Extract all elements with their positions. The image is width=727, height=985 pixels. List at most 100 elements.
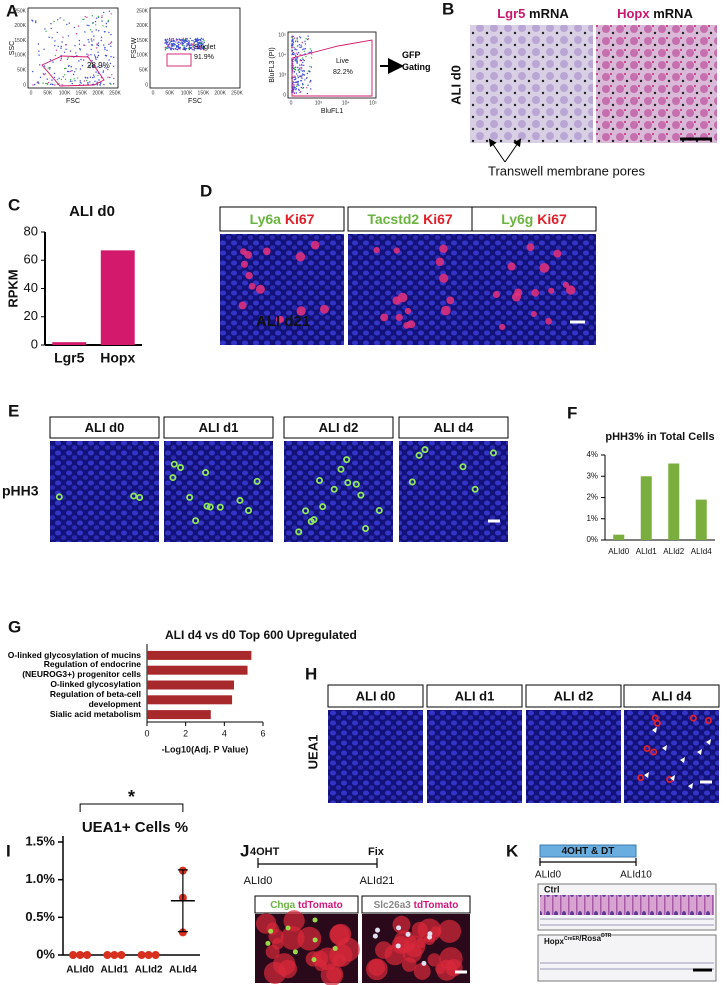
micrograph bbox=[427, 710, 522, 803]
event-dot bbox=[71, 83, 74, 85]
y-tick-label: 0.5% bbox=[25, 909, 55, 924]
x-tick-label: ALId0 bbox=[608, 547, 629, 556]
event-dot bbox=[298, 68, 300, 70]
micrograph bbox=[328, 710, 423, 803]
event-dot bbox=[39, 64, 41, 66]
bar bbox=[147, 650, 252, 660]
header: ALI d0 bbox=[356, 688, 396, 703]
header-box bbox=[426, 684, 523, 708]
stained-cell bbox=[637, 774, 645, 782]
flow-tick: 0 bbox=[30, 90, 33, 96]
event-dot bbox=[49, 66, 51, 69]
event-dot bbox=[177, 42, 179, 44]
event-dot bbox=[78, 43, 81, 45]
event-dot bbox=[292, 41, 295, 43]
event-dot bbox=[186, 43, 188, 45]
flow-tick: 250K bbox=[136, 8, 148, 14]
stained-cell bbox=[245, 271, 253, 280]
event-dot bbox=[171, 38, 173, 40]
event-dot bbox=[52, 83, 54, 86]
event-dot bbox=[35, 21, 37, 24]
event-dot bbox=[67, 57, 70, 59]
event-dot bbox=[175, 41, 177, 43]
event-dot bbox=[170, 48, 172, 51]
event-dot bbox=[302, 83, 304, 86]
event-dot bbox=[292, 88, 295, 91]
event-dot bbox=[38, 50, 40, 52]
event-dot bbox=[293, 92, 296, 95]
gate-value: 82.2% bbox=[333, 69, 353, 76]
event-dot bbox=[84, 31, 86, 33]
arrowhead bbox=[652, 727, 657, 733]
stain-red: Ki67 bbox=[285, 211, 315, 227]
event-dot bbox=[194, 40, 197, 43]
stained-cell bbox=[446, 296, 455, 305]
stained-cell bbox=[435, 257, 445, 267]
event-dot bbox=[304, 48, 307, 50]
stained-cell bbox=[415, 451, 423, 459]
event-dot bbox=[178, 43, 180, 46]
event-dot bbox=[61, 41, 63, 43]
flow-tick: 0 bbox=[290, 100, 293, 106]
event-dot bbox=[51, 37, 53, 39]
category-label: O-linked glycosylation bbox=[50, 679, 141, 690]
event-dot bbox=[74, 71, 76, 73]
event-dot bbox=[201, 41, 203, 43]
event-dot bbox=[299, 60, 301, 62]
event-dot bbox=[100, 82, 102, 84]
event-dot bbox=[172, 48, 175, 50]
event-dot bbox=[294, 53, 296, 55]
x-tick-label: 4 bbox=[222, 728, 227, 738]
header: Tacstd2 Ki67 bbox=[367, 211, 453, 227]
event-dot bbox=[295, 66, 297, 69]
event-dot bbox=[199, 39, 202, 41]
event-dot bbox=[103, 44, 105, 46]
treatment: 4OHT & DT bbox=[562, 846, 615, 857]
micrograph bbox=[596, 25, 717, 143]
flow-tick: 200K bbox=[214, 90, 226, 96]
event-dot bbox=[100, 39, 102, 42]
flow-tick: 10⁴ bbox=[342, 100, 350, 106]
stained-cell bbox=[310, 240, 320, 250]
significance: * bbox=[128, 787, 135, 807]
stained-cell bbox=[330, 485, 338, 493]
stained-cell bbox=[526, 243, 535, 252]
event-dot bbox=[297, 66, 299, 69]
event-dot bbox=[102, 71, 104, 74]
event-dot bbox=[101, 20, 103, 22]
category-label-text: O-linked glycosylation of mucins bbox=[7, 649, 141, 660]
event-dot bbox=[97, 15, 100, 18]
stained-cell bbox=[344, 479, 352, 487]
event-dot bbox=[172, 38, 175, 40]
gate bbox=[166, 53, 192, 67]
micrograph bbox=[537, 934, 717, 982]
header: ALI d2 bbox=[554, 688, 594, 703]
event-dot bbox=[291, 50, 293, 53]
category-label-text: O-linked glycosylation bbox=[50, 679, 141, 690]
event-dot bbox=[168, 39, 171, 41]
gate-name: Live bbox=[336, 58, 349, 65]
event-dot bbox=[96, 81, 98, 83]
event-dot bbox=[293, 70, 295, 73]
y-tick-label: 0% bbox=[36, 946, 55, 961]
stained-cell bbox=[643, 745, 651, 753]
event-dot bbox=[77, 77, 79, 79]
stained-cell bbox=[262, 247, 271, 256]
event-dot bbox=[193, 47, 196, 49]
event-dot bbox=[90, 48, 92, 51]
event-dot bbox=[39, 76, 42, 79]
event-dot bbox=[181, 43, 184, 45]
event-dot bbox=[300, 67, 303, 69]
event-dot bbox=[298, 88, 300, 91]
event-dot bbox=[173, 40, 175, 42]
event-dot bbox=[174, 45, 176, 47]
event-dot bbox=[90, 38, 93, 40]
event-dot bbox=[69, 80, 72, 82]
event-dot bbox=[62, 76, 64, 78]
point bbox=[137, 951, 146, 959]
event-dot bbox=[306, 72, 309, 75]
event-dot bbox=[54, 40, 56, 42]
event-dot bbox=[293, 84, 295, 86]
point bbox=[178, 928, 187, 937]
event-dot bbox=[189, 44, 191, 46]
